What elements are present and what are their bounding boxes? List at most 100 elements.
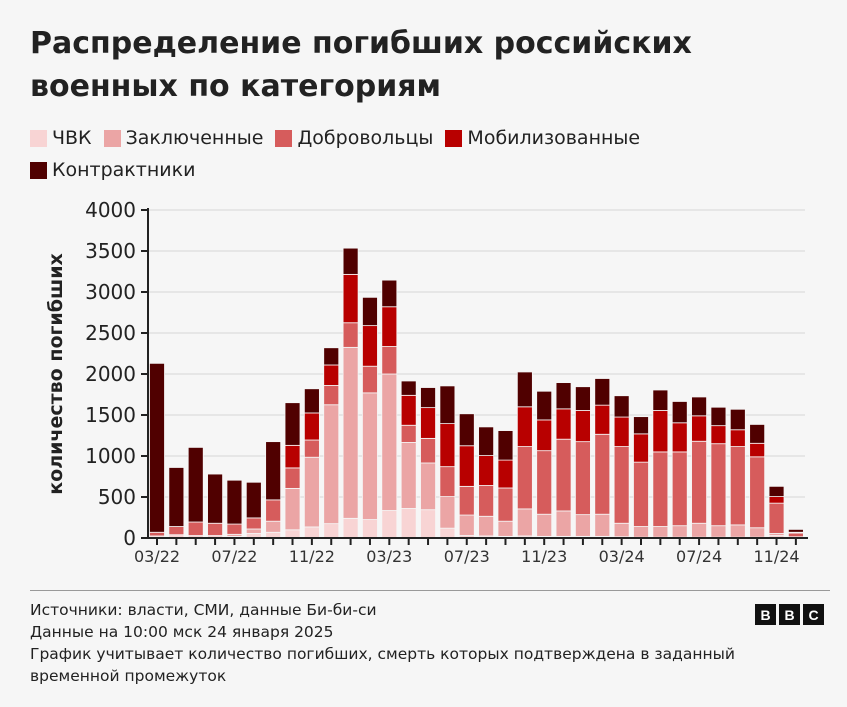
bar-segment — [652, 526, 669, 538]
x-tick-label: 03/24 — [599, 547, 645, 566]
bar-segment — [342, 322, 359, 348]
bar-segment — [497, 487, 514, 522]
bar-segment — [768, 496, 785, 504]
bar-segment — [400, 394, 417, 426]
bar-segment — [207, 522, 223, 536]
bar-segment — [633, 526, 649, 538]
bar-segment — [671, 525, 688, 538]
bar-segment — [342, 273, 359, 324]
bar-segment — [323, 385, 340, 406]
bar-segment — [478, 515, 495, 537]
bar-segment — [323, 523, 340, 539]
bar-segment — [575, 441, 591, 516]
bar-segment — [342, 346, 359, 519]
bar-segment — [381, 510, 398, 539]
legend-label: ЧВК — [52, 127, 92, 149]
y-tick-label: 500 — [98, 485, 136, 509]
bbc-logo-letter: B — [779, 604, 800, 625]
bar-segment — [284, 487, 301, 531]
footer: Источники: власти, СМИ, данные Би-би-си … — [30, 599, 750, 687]
bar-segment — [245, 528, 262, 534]
legend-swatch — [275, 130, 293, 147]
bar-segment — [439, 496, 456, 529]
bar-segment — [400, 508, 417, 539]
bar-segment — [245, 481, 262, 519]
x-tick-label: 03/22 — [134, 547, 180, 566]
bar-segment — [458, 413, 475, 447]
bar-segment — [652, 451, 669, 527]
legend-item: Мобилизованные — [445, 124, 640, 153]
bar-segment — [342, 517, 359, 539]
bar-segment — [420, 387, 436, 409]
bar-segment — [613, 446, 630, 524]
y-tick-label: 0 — [123, 526, 136, 550]
bar-segment — [497, 520, 514, 537]
bar-segment — [749, 442, 766, 458]
bar-segment — [458, 445, 475, 487]
bar-segment — [303, 526, 320, 539]
bar-segment — [439, 423, 456, 468]
bar-segment — [381, 306, 398, 347]
bar-segment — [594, 433, 611, 515]
bar-segment — [478, 426, 495, 456]
bar-segment — [633, 461, 649, 527]
y-tick-label: 1000 — [85, 444, 136, 468]
x-tick-label: 11/24 — [753, 547, 799, 566]
bar-segment — [729, 408, 746, 431]
bar-segment — [691, 396, 707, 417]
legend-item: Заключенные — [103, 124, 263, 153]
bar-segment — [362, 296, 378, 327]
bar-segment — [303, 456, 320, 528]
bar-segment — [362, 392, 378, 520]
bbc-logo-letter: B — [755, 604, 776, 625]
bar-segment — [768, 485, 785, 497]
y-tick-label: 4000 — [85, 198, 136, 222]
bar-segment — [420, 437, 436, 464]
bar-segment — [787, 532, 804, 538]
bar-segment — [284, 467, 301, 489]
bar-segment — [265, 499, 282, 522]
bar-segment — [149, 362, 165, 533]
bar-segment — [613, 416, 630, 447]
bar-segment — [671, 422, 688, 453]
bar-segment — [168, 526, 185, 536]
bar-segment — [691, 440, 707, 524]
bar-segment — [555, 408, 572, 440]
bar-segment — [729, 429, 746, 447]
bar-segment — [729, 446, 746, 526]
bar-segment — [187, 521, 204, 536]
bar-segment — [652, 410, 669, 453]
bar-segment — [303, 388, 320, 414]
sources-text: Источники: власти, СМИ, данные Би-би-си — [30, 601, 377, 619]
bar-segment — [458, 485, 475, 516]
bar-segment — [497, 430, 514, 461]
bar-segment — [265, 441, 282, 501]
bar-segment — [381, 279, 398, 308]
x-tick-label: 07/24 — [676, 547, 722, 566]
bar-segment — [226, 523, 243, 535]
bar-segment — [749, 527, 766, 538]
bar-segment — [575, 386, 591, 411]
bar-segment — [594, 513, 611, 537]
bar-segment — [671, 451, 688, 527]
bbc-logo-letter: C — [803, 604, 824, 625]
bar-segment — [400, 380, 417, 396]
bar-segment — [478, 455, 495, 486]
bbc-logo: B B C — [755, 604, 824, 625]
legend: ЧВК Заключенные Добровольцы Мобилизованные К… — [30, 124, 820, 188]
legend-item: Контрактники — [30, 156, 195, 185]
bar-segment — [497, 459, 514, 489]
bar-segment — [342, 247, 359, 275]
legend-swatch — [445, 130, 463, 147]
bar-segment — [516, 371, 533, 408]
bar-segment — [691, 522, 707, 538]
bar-segment — [381, 373, 398, 511]
bar-segment — [749, 424, 766, 444]
legend-item: Добровольцы — [275, 124, 433, 153]
y-tick-label: 2500 — [85, 321, 136, 345]
bar-segment — [323, 347, 340, 366]
note-text: График учитывает количество погибших, см… — [30, 645, 735, 685]
bar-segment — [265, 520, 282, 533]
x-tick-label: 11/23 — [521, 547, 567, 566]
